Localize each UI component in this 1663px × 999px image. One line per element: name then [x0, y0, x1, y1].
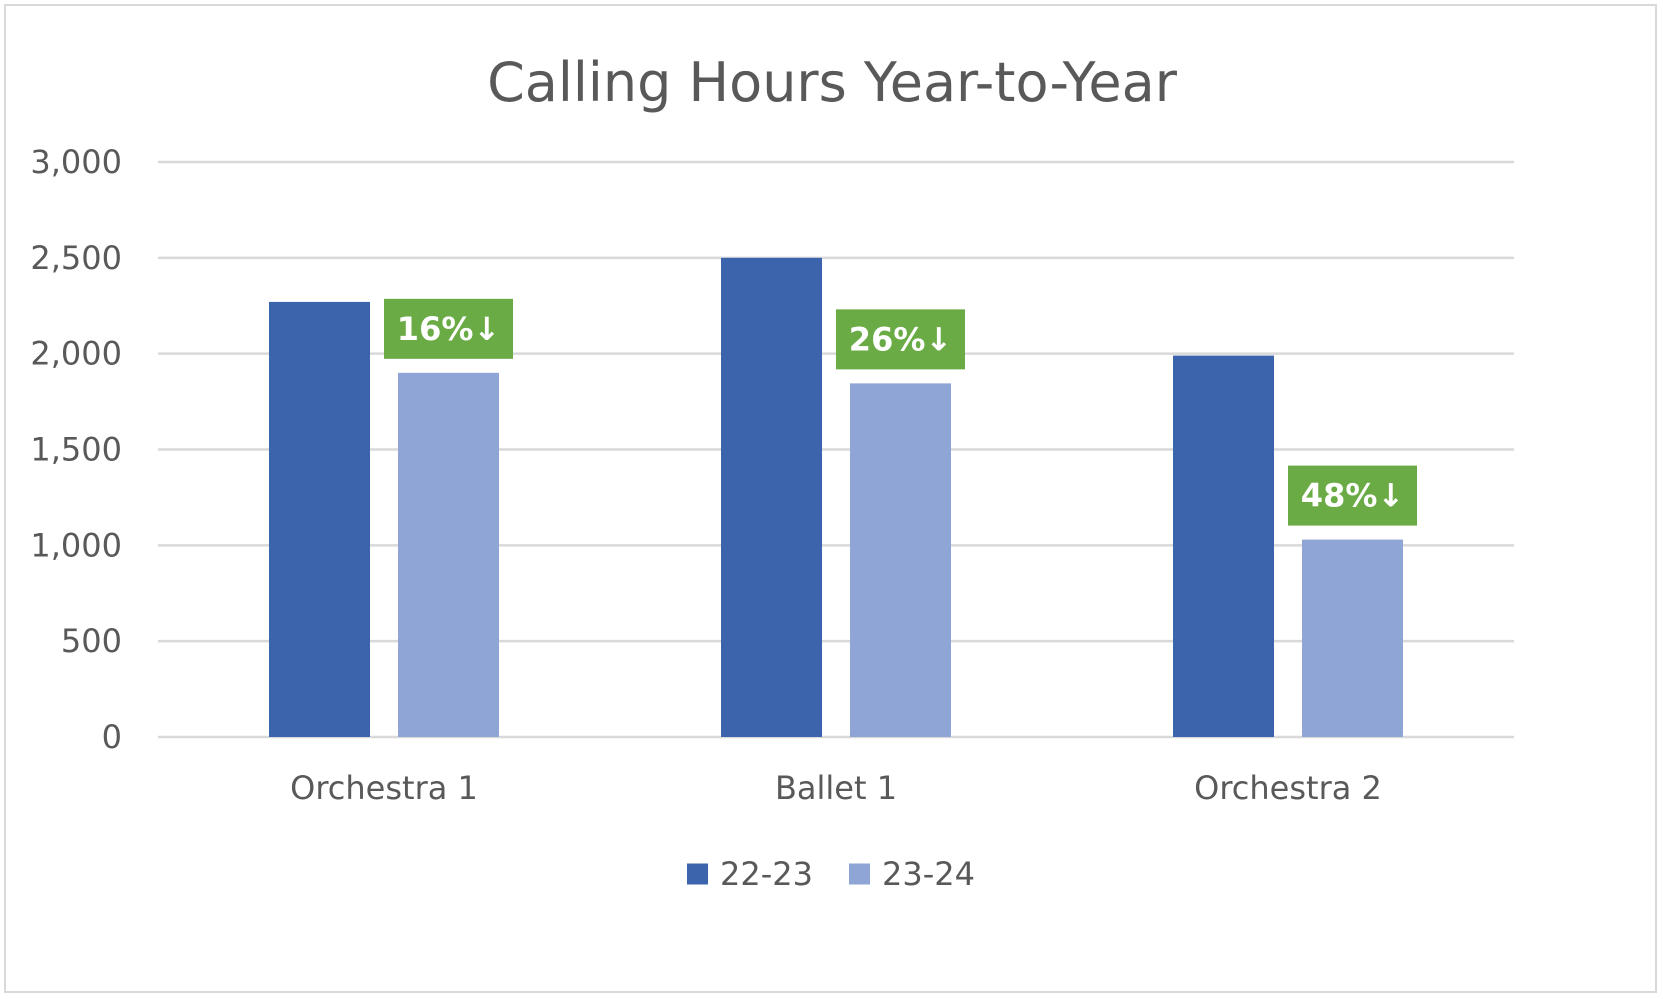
y-tick-label: 3,000: [30, 143, 122, 181]
bar-23-24-ballet-1: [850, 383, 951, 737]
y-tick-label: 2,500: [30, 239, 122, 277]
category-label: Ballet 1: [775, 769, 897, 807]
legend-swatch: [687, 863, 708, 885]
bar-23-24-orchestra-1: [398, 372, 499, 737]
change-badge-label: 26%↓: [849, 320, 952, 358]
legend-label: 22-23: [720, 855, 813, 893]
bar-22-23-ballet-1: [721, 257, 822, 737]
bar-22-23-orchestra-2: [1173, 355, 1274, 737]
y-tick-label: 1,500: [30, 431, 122, 469]
bar-22-23-orchestra-1: [269, 301, 370, 737]
change-badge: [836, 309, 965, 370]
chart-title: Calling Hours Year-to-Year: [487, 51, 1178, 114]
change-badge: [1288, 465, 1417, 526]
legend-swatch: [849, 863, 870, 885]
bar-23-24-orchestra-2: [1302, 539, 1403, 737]
y-tick-label: 500: [61, 622, 122, 660]
category-label: Orchestra 1: [290, 769, 478, 807]
legend: 22-23 23-24: [687, 855, 975, 893]
category-label: Orchestra 2: [1194, 769, 1382, 807]
change-badge: [384, 298, 513, 359]
y-tick-label: 0: [102, 718, 122, 756]
change-badge-label: 16%↓: [397, 310, 500, 348]
chart-frame: Calling Hours Year-to-Year 0 500 1,000 1,50…: [4, 4, 1657, 993]
change-badge-label: 48%↓: [1301, 477, 1404, 515]
category-labels: Orchestra 1 Ballet 1 Orchestra 2: [290, 769, 1382, 807]
legend-label: 23-24: [882, 855, 975, 893]
change-badges: 16%↓ 26%↓ 48%↓: [384, 298, 1417, 526]
y-tick-label: 1,000: [30, 526, 122, 564]
y-axis-ticks: 0 500 1,000 1,500 2,000 2,500 3,000: [30, 143, 122, 756]
bar-chart: Calling Hours Year-to-Year 0 500 1,000 1,50…: [30, 51, 1514, 893]
bars: [269, 257, 1403, 737]
y-tick-label: 2,000: [30, 335, 122, 373]
